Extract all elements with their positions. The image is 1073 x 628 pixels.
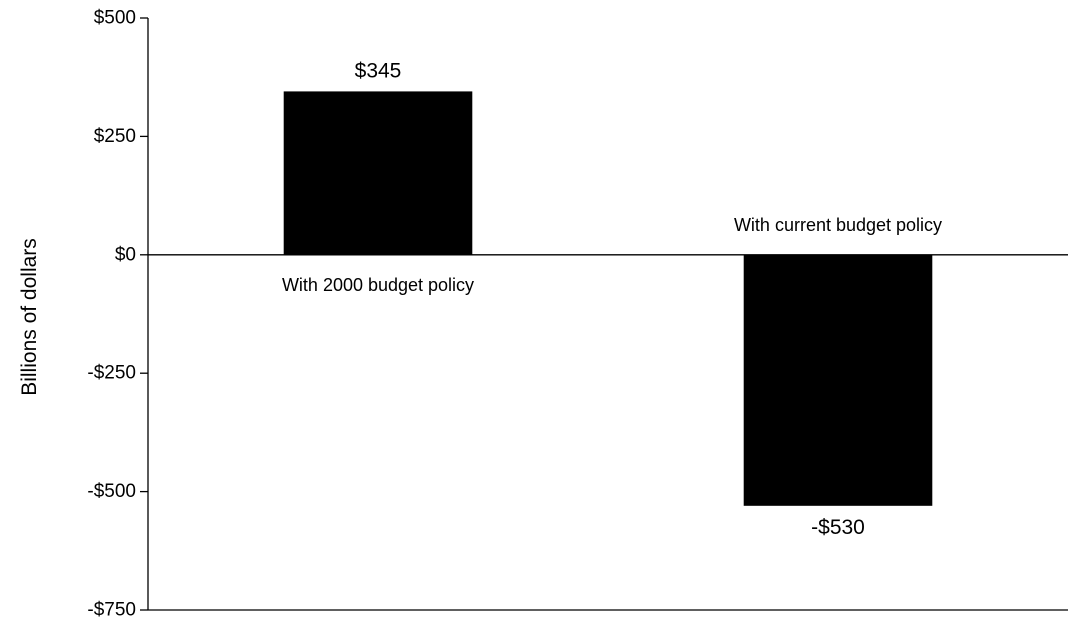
category-label: With current budget policy <box>734 215 942 235</box>
y-tick-label: $0 <box>115 244 136 265</box>
bar-value-label: -$530 <box>811 516 865 539</box>
bar <box>283 91 473 255</box>
y-tick-label: $500 <box>94 8 136 29</box>
y-axis-label: Billions of dollars <box>18 238 41 396</box>
y-tick-label: -$250 <box>87 363 136 384</box>
y-tick-label: $250 <box>94 126 136 147</box>
y-tick-label: -$500 <box>87 481 136 502</box>
plot-area: $500 $250 $0 -$250 -$500 -$750 $345 With 2000 b… <box>87 8 1068 621</box>
y-tick-label: -$750 <box>87 600 136 621</box>
bar <box>743 254 933 506</box>
bar-value-label: $345 <box>355 59 402 82</box>
category-label: With 2000 budget policy <box>282 275 474 295</box>
